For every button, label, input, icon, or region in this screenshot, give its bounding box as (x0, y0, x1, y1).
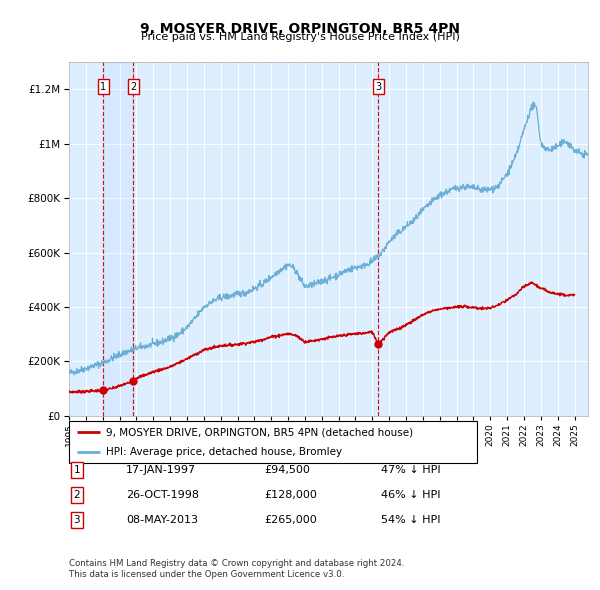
Text: 46% ↓ HPI: 46% ↓ HPI (381, 490, 440, 500)
Text: 17-JAN-1997: 17-JAN-1997 (126, 465, 196, 474)
Text: This data is licensed under the Open Government Licence v3.0.: This data is licensed under the Open Gov… (69, 571, 344, 579)
Bar (103, 62, 133, 416)
Text: 26-OCT-1998: 26-OCT-1998 (126, 490, 199, 500)
Text: 54% ↓ HPI: 54% ↓ HPI (381, 516, 440, 525)
Text: 2: 2 (73, 490, 80, 500)
Text: Price paid vs. HM Land Registry's House Price Index (HPI): Price paid vs. HM Land Registry's House … (140, 32, 460, 42)
Text: 1: 1 (100, 82, 106, 91)
Text: 3: 3 (73, 516, 80, 525)
Text: 1: 1 (73, 465, 80, 474)
Text: 9, MOSYER DRIVE, ORPINGTON, BR5 4PN (detached house): 9, MOSYER DRIVE, ORPINGTON, BR5 4PN (det… (106, 427, 413, 437)
Text: £265,000: £265,000 (264, 516, 317, 525)
Text: 2: 2 (130, 82, 136, 91)
Text: 08-MAY-2013: 08-MAY-2013 (126, 516, 198, 525)
Text: £94,500: £94,500 (264, 465, 310, 474)
Text: HPI: Average price, detached house, Bromley: HPI: Average price, detached house, Brom… (106, 447, 342, 457)
Text: 9, MOSYER DRIVE, ORPINGTON, BR5 4PN: 9, MOSYER DRIVE, ORPINGTON, BR5 4PN (140, 22, 460, 36)
Text: Contains HM Land Registry data © Crown copyright and database right 2024.: Contains HM Land Registry data © Crown c… (69, 559, 404, 568)
Text: 3: 3 (375, 82, 381, 91)
Text: £128,000: £128,000 (264, 490, 317, 500)
Text: 47% ↓ HPI: 47% ↓ HPI (381, 465, 440, 474)
